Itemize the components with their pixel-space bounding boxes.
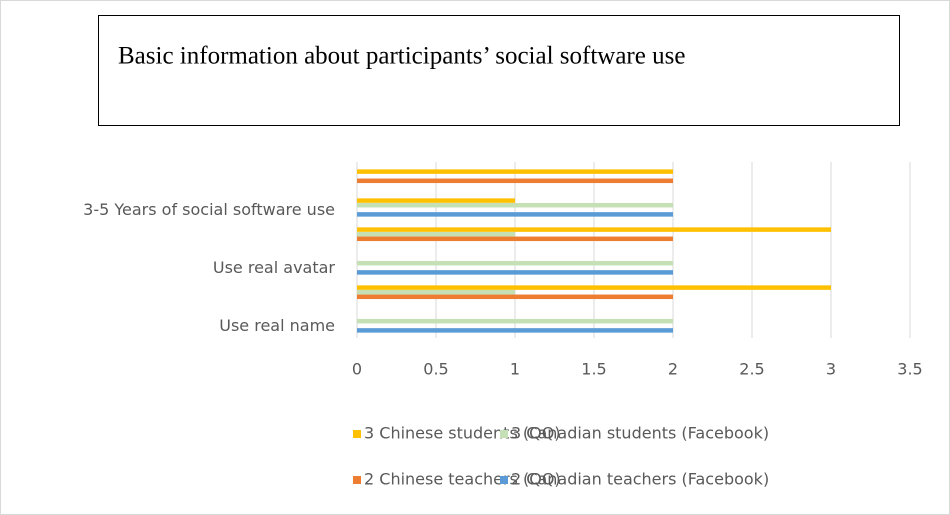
x-tick-label: 2.5 (739, 360, 764, 379)
legend-swatch (353, 476, 361, 484)
bar (357, 260, 673, 266)
bar (357, 178, 673, 184)
y-tick-label: 3-5 Years of social software use (83, 200, 335, 219)
x-tick-label: 1.5 (581, 360, 606, 379)
title-box (98, 15, 900, 126)
x-tick-label: 3 (826, 360, 836, 379)
legend-swatch (500, 476, 508, 484)
bar (357, 231, 515, 237)
y-tick-label: Use real name (219, 316, 335, 335)
legend-swatch (500, 430, 508, 438)
bar (357, 318, 673, 324)
legend-label: 2 Chinese teachers (QQ) (364, 470, 561, 489)
bar (357, 227, 831, 232)
y-tick-label: Use real avatar (213, 258, 336, 277)
bar (357, 169, 673, 174)
bar (357, 270, 673, 275)
bar (357, 289, 515, 295)
chart-title: Basic information about participants’ so… (118, 43, 685, 70)
legend-swatch (353, 430, 361, 438)
x-tick-label: 2 (668, 360, 678, 379)
legend-label: 3 Canadian students (Facebook) (511, 424, 769, 443)
x-tick-label: 3.5 (897, 360, 922, 379)
bar (357, 285, 831, 290)
bar (357, 294, 673, 300)
bar (357, 202, 673, 208)
bar (357, 236, 673, 242)
x-tick-label: 0 (352, 360, 362, 379)
bar (357, 212, 673, 217)
bar (357, 328, 673, 333)
legend-label: 3 Chinese students (QQ) (364, 424, 561, 443)
legend-label: 2 Canadian teachers (Facebook) (511, 470, 769, 489)
x-tick-label: 0.5 (423, 360, 448, 379)
x-tick-label: 1 (510, 360, 520, 379)
bar (357, 198, 515, 203)
